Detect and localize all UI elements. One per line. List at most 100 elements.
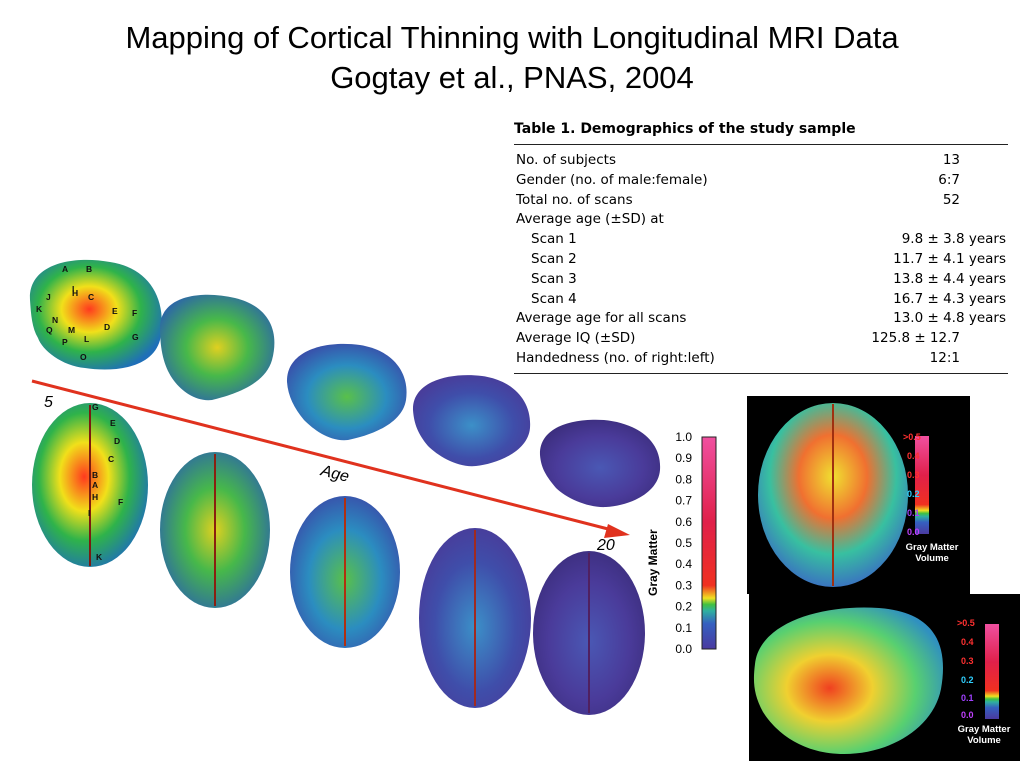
table-row-label: Scan 2 [531,250,577,267]
inset1-tick: 0.2 [907,489,920,499]
colorbar-tick-label: 0.4 [675,557,692,571]
region-letter: C [108,454,114,464]
inset2-tick: >0.5 [957,618,975,628]
region-letter: A [92,480,98,490]
inset1-tick: 0.1 [907,508,920,518]
colorbar-tick-label: 0.2 [675,600,692,614]
inset2-tick: 0.4 [961,637,974,647]
demographics-table: Table 1. Demographics of the study sampl… [514,118,1008,374]
inset1-tick: >0.5 [903,432,921,442]
colorbar-ticks: 1.0 0.9 0.8 0.7 0.6 0.5 0.4 0.3 0.2 0.1 0.0 [675,430,692,656]
table-row-label: Average IQ (±SD) [516,330,636,347]
region-letter: K [96,552,103,562]
arrow-age-label: Age [318,462,351,486]
region-letter: A [62,264,68,274]
table-row-label: Scan 3 [531,270,577,287]
inset2-tick: 0.1 [961,693,974,703]
inset-lateral-brain: >0.5 0.4 0.3 0.2 0.1 0.0 Gray Matter Volu… [749,594,1020,761]
region-letter: J [46,292,51,302]
inset2-tick: 0.3 [961,656,974,666]
table-row: Average IQ (±SD) 125.8 ± 12.7 [514,329,1008,349]
table-row-value: 6:7 [938,171,960,188]
region-letter: N [52,315,58,325]
region-letter: M [68,325,75,335]
table-row-label: Scan 1 [531,231,577,248]
colorbar-tick-label: 0.5 [675,536,692,550]
table-row: Scan 1 9.8 ± 3.8 years [514,230,1008,250]
region-letter: K [36,304,43,314]
region-letter: L [84,334,89,344]
arrow-start-label: 5 [44,394,53,411]
region-letter: G [92,402,99,412]
table-row-value: 13 [942,152,960,168]
table-row-label: Gender (no. of male:female) [516,171,708,188]
table-row-value: 125.8 ± 12.7 [871,330,960,347]
table-row: Total no. of scans 52 [514,191,1008,211]
inset1-tick: 0.4 [907,451,920,461]
slide-title: Mapping of Cortical Thinning with Longit… [125,20,899,55]
region-letter: B [92,470,98,480]
table-row: Scan 2 11.7 ± 4.1 years [514,250,1008,270]
lateral-brain-4 [412,375,531,467]
table-row: Average age for all scans 13.0 ± 4.8 year… [514,309,1008,329]
region-letter: I [72,284,74,294]
arrow-end-label: 20 [596,537,615,554]
lateral-brain-2 [160,294,275,401]
region-letter: D [114,436,120,446]
inset2-tick: 0.0 [961,710,974,720]
region-letter: P [62,337,68,347]
dorsal-brain-3 [290,496,400,648]
table-row-label: Handedness (no. of right:left) [516,349,715,366]
dorsal-brain-age-20 [533,551,645,715]
region-letter: G [132,332,139,342]
region-letter: B [86,264,92,274]
region-letter: H [72,288,78,298]
table-row: Handedness (no. of right:left) 12:1 [514,349,1008,369]
lateral-brain-3 [286,343,407,441]
table-row-label: No. of subjects [516,152,616,168]
table-row: Gender (no. of male:female) 6:7 [514,171,1008,191]
colorbar-tick-label: 0.8 [675,472,692,486]
inset1-tick: 0.3 [907,470,920,480]
region-letter: I [88,508,90,518]
table-row-value: 16.7 ± 4.3 years [893,290,1006,307]
colorbar-tick-label: 0.0 [675,642,692,656]
table-row-label: Average age (±SD) at [516,211,664,228]
inset-dorsal-brain: >0.5 0.4 0.3 0.2 0.1 0.0 Gray Matter Volu… [747,396,970,594]
colorbar-tick-label: 1.0 [675,430,692,444]
table-row-value: 9.8 ± 3.8 years [901,231,1006,248]
inset2-tick: 0.2 [961,675,974,685]
colorbar-tick-label: 0.7 [675,494,692,508]
colorbar-tick-label: 0.9 [675,451,692,465]
table-row-value: 13.8 ± 4.4 years [893,270,1006,287]
slide-subtitle: Gogtay et al., PNAS, 2004 [330,60,694,95]
dorsal-brain-age-5 [32,403,148,567]
region-letter: F [132,308,137,318]
region-letter: E [110,418,116,428]
colorbar [701,436,717,650]
inset2-label: Gray Matter Volume [957,724,1011,746]
table-row-label: Total no. of scans [516,191,633,208]
table-row: Scan 3 13.8 ± 4.4 years [514,270,1008,290]
table-row-value: 12:1 [929,349,960,366]
region-letter: D [104,322,110,332]
table-row-value: 13.0 ± 4.8 years [893,310,1006,327]
lateral-brain-age-5 [29,259,162,370]
region-letter: F [118,497,123,507]
region-letter: C [88,292,94,302]
inset1-label: Gray Matter Volume [905,542,959,564]
age-arrow-head [604,524,630,538]
age-arrow-line [31,379,613,532]
inset1-tick: 0.0 [907,527,920,537]
table-row-value: 11.7 ± 4.1 years [893,250,1006,267]
dorsal-brain-2 [160,452,270,608]
dorsal-brain-4 [419,528,531,708]
table-row: Average age (±SD) at [514,210,1008,230]
colorbar-tick-label: 0.3 [675,578,692,592]
region-letter: Q [46,325,53,335]
table-row-value: 52 [942,191,960,208]
colorbar-tick-label: 0.6 [675,515,692,529]
table-row: No. of subjects 13 [514,151,1008,171]
lateral-brain-age-20 [539,419,661,508]
